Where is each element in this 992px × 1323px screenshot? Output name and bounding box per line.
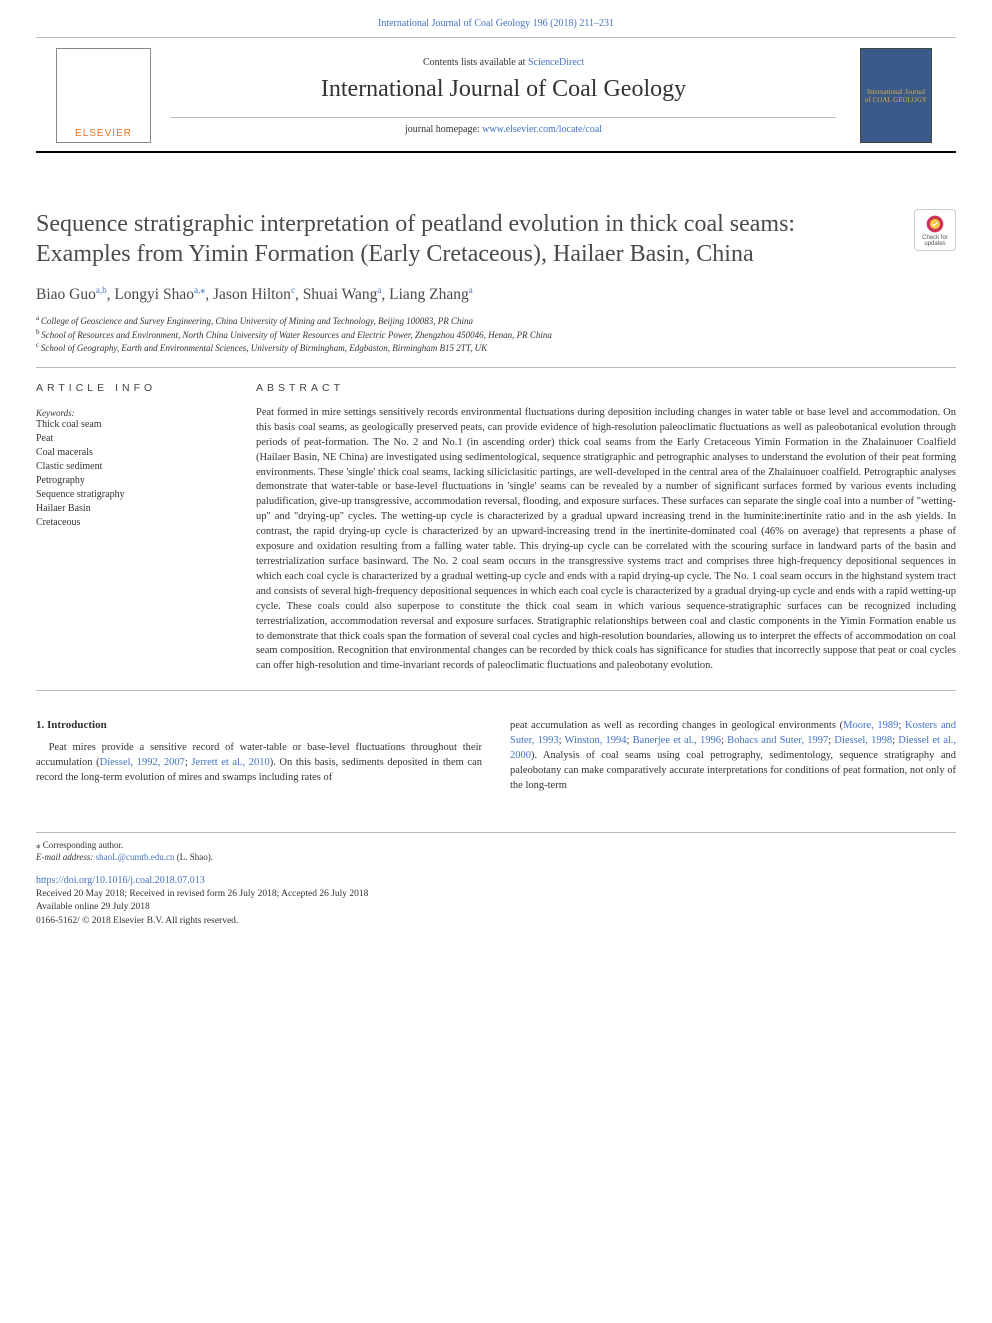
email-label: E-mail address: xyxy=(36,852,96,862)
author: Jason Hilton xyxy=(213,286,291,303)
homepage-link[interactable]: www.elsevier.com/locate/coal xyxy=(482,124,602,135)
corresponding-symbol: ⁎ xyxy=(200,285,205,296)
footer: ⁎ Corresponding author. E-mail address: … xyxy=(36,832,956,928)
authors: Biao Guoa,b, Longyi Shaoa,⁎, Jason Hilto… xyxy=(36,285,956,304)
intro-text-right: peat accumulation as well as recording c… xyxy=(510,719,956,794)
keyword: Clastic sediment xyxy=(36,460,238,474)
author-aff-sup: a xyxy=(469,285,473,295)
email-link[interactable]: shaoL@cumtb.edu.cn xyxy=(96,852,175,862)
author: Longyi Shao xyxy=(114,286,194,303)
author-aff-sup: a xyxy=(377,285,381,295)
citation-link[interactable]: Diessel, 1998 xyxy=(834,735,892,746)
citation-link[interactable]: Banerjee et al., 1996 xyxy=(633,735,721,746)
affiliation: b School of Resources and Environment, N… xyxy=(36,328,956,342)
citation-link[interactable]: Diessel, 1992, 2007 xyxy=(100,757,185,768)
email-suffix: (L. Shao). xyxy=(174,852,213,862)
contents-prefix: Contents lists available at xyxy=(423,57,528,68)
doi: https://doi.org/10.1016/j.coal.2018.07.0… xyxy=(36,874,956,888)
author-aff-sup: a,b xyxy=(96,285,107,295)
author-aff-sup: c xyxy=(291,285,295,295)
article-info-heading: ARTICLE INFO xyxy=(36,382,238,394)
keyword: Cretaceous xyxy=(36,516,238,530)
keyword: Peat xyxy=(36,432,238,446)
keyword: Sequence stratigraphy xyxy=(36,488,238,502)
publisher-logo-container: ELSEVIER xyxy=(46,48,161,143)
intro-column-left: 1. Introduction Peat mires provide a sen… xyxy=(36,719,482,794)
keyword: Petrography xyxy=(36,474,238,488)
check-updates-badge[interactable]: Check for updates xyxy=(914,209,956,251)
author: Biao Guo xyxy=(36,286,96,303)
copyright: 0166-5162/ © 2018 Elsevier B.V. All righ… xyxy=(36,915,956,928)
article-info-column: ARTICLE INFO Keywords: Thick coal seamPe… xyxy=(36,368,256,690)
journal-header: ELSEVIER Contents lists available at Sci… xyxy=(36,37,956,153)
keyword: Hailaer Basin xyxy=(36,502,238,516)
citation-link[interactable]: Moore, 1989 xyxy=(843,720,898,731)
affiliation: c School of Geography, Earth and Environ… xyxy=(36,341,956,355)
intro-heading: 1. Introduction xyxy=(36,719,482,731)
journal-citation: International Journal of Coal Geology 19… xyxy=(0,0,992,37)
pub-dates: Received 20 May 2018; Received in revise… xyxy=(36,888,956,901)
article-content-row: ARTICLE INFO Keywords: Thick coal seamPe… xyxy=(36,368,956,691)
journal-name: International Journal of Coal Geology xyxy=(171,76,836,103)
doi-link[interactable]: https://doi.org/10.1016/j.coal.2018.07.0… xyxy=(36,875,205,886)
title-row: Sequence stratigraphic interpretation of… xyxy=(36,209,956,269)
abstract-column: ABSTRACT Peat formed in mire settings se… xyxy=(256,368,956,690)
keyword: Coal macerals xyxy=(36,446,238,460)
journal-citation-link[interactable]: International Journal of Coal Geology 19… xyxy=(378,18,614,29)
keyword: Thick coal seam xyxy=(36,418,238,432)
intro-column-right: peat accumulation as well as recording c… xyxy=(510,719,956,794)
affiliations: a College of Geoscience and Survey Engin… xyxy=(36,314,956,368)
homepage-prefix: journal homepage: xyxy=(405,124,482,135)
check-updates-icon xyxy=(925,214,945,234)
author: Shuai Wang xyxy=(303,286,378,303)
journal-cover: International Journal of COAL GEOLOGY xyxy=(860,48,932,143)
journal-cover-container: International Journal of COAL GEOLOGY xyxy=(846,48,946,143)
article-title: Sequence stratigraphic interpretation of… xyxy=(36,209,914,269)
intro-text-left: Peat mires provide a sensitive record of… xyxy=(36,741,482,786)
elsevier-logo: ELSEVIER xyxy=(56,48,151,143)
abstract-text: Peat formed in mire settings sensitively… xyxy=(256,406,956,674)
corr-text: Corresponding author. xyxy=(41,840,124,850)
keywords-list: Thick coal seamPeatCoal maceralsClastic … xyxy=(36,418,238,530)
sciencedirect-link[interactable]: ScienceDirect xyxy=(528,57,584,68)
author: Liang Zhang xyxy=(389,286,469,303)
cover-text: International Journal of COAL GEOLOGY xyxy=(865,88,927,104)
citation-link[interactable]: Winston, 1994 xyxy=(565,735,627,746)
citation-link[interactable]: Jerrett et al., 2010 xyxy=(191,757,269,768)
check-updates-label: Check for updates xyxy=(915,235,955,247)
abstract-heading: ABSTRACT xyxy=(256,382,956,394)
citation-link[interactable]: Bohacs and Suter, 1997 xyxy=(727,735,828,746)
available-online: Available online 29 July 2018 xyxy=(36,901,956,914)
affiliation: a College of Geoscience and Survey Engin… xyxy=(36,314,956,328)
keywords-label: Keywords: xyxy=(36,408,238,418)
introduction-section: 1. Introduction Peat mires provide a sen… xyxy=(36,691,956,794)
article-header: Sequence stratigraphic interpretation of… xyxy=(36,153,956,691)
publisher-logo-text: ELSEVIER xyxy=(75,128,132,139)
contents-lists: Contents lists available at ScienceDirec… xyxy=(171,57,836,68)
corresponding-author: ⁎ Corresponding author. xyxy=(36,839,956,852)
journal-header-center: Contents lists available at ScienceDirec… xyxy=(161,57,846,135)
journal-homepage: journal homepage: www.elsevier.com/locat… xyxy=(171,117,836,135)
email-line: E-mail address: shaoL@cumtb.edu.cn (L. S… xyxy=(36,851,956,864)
